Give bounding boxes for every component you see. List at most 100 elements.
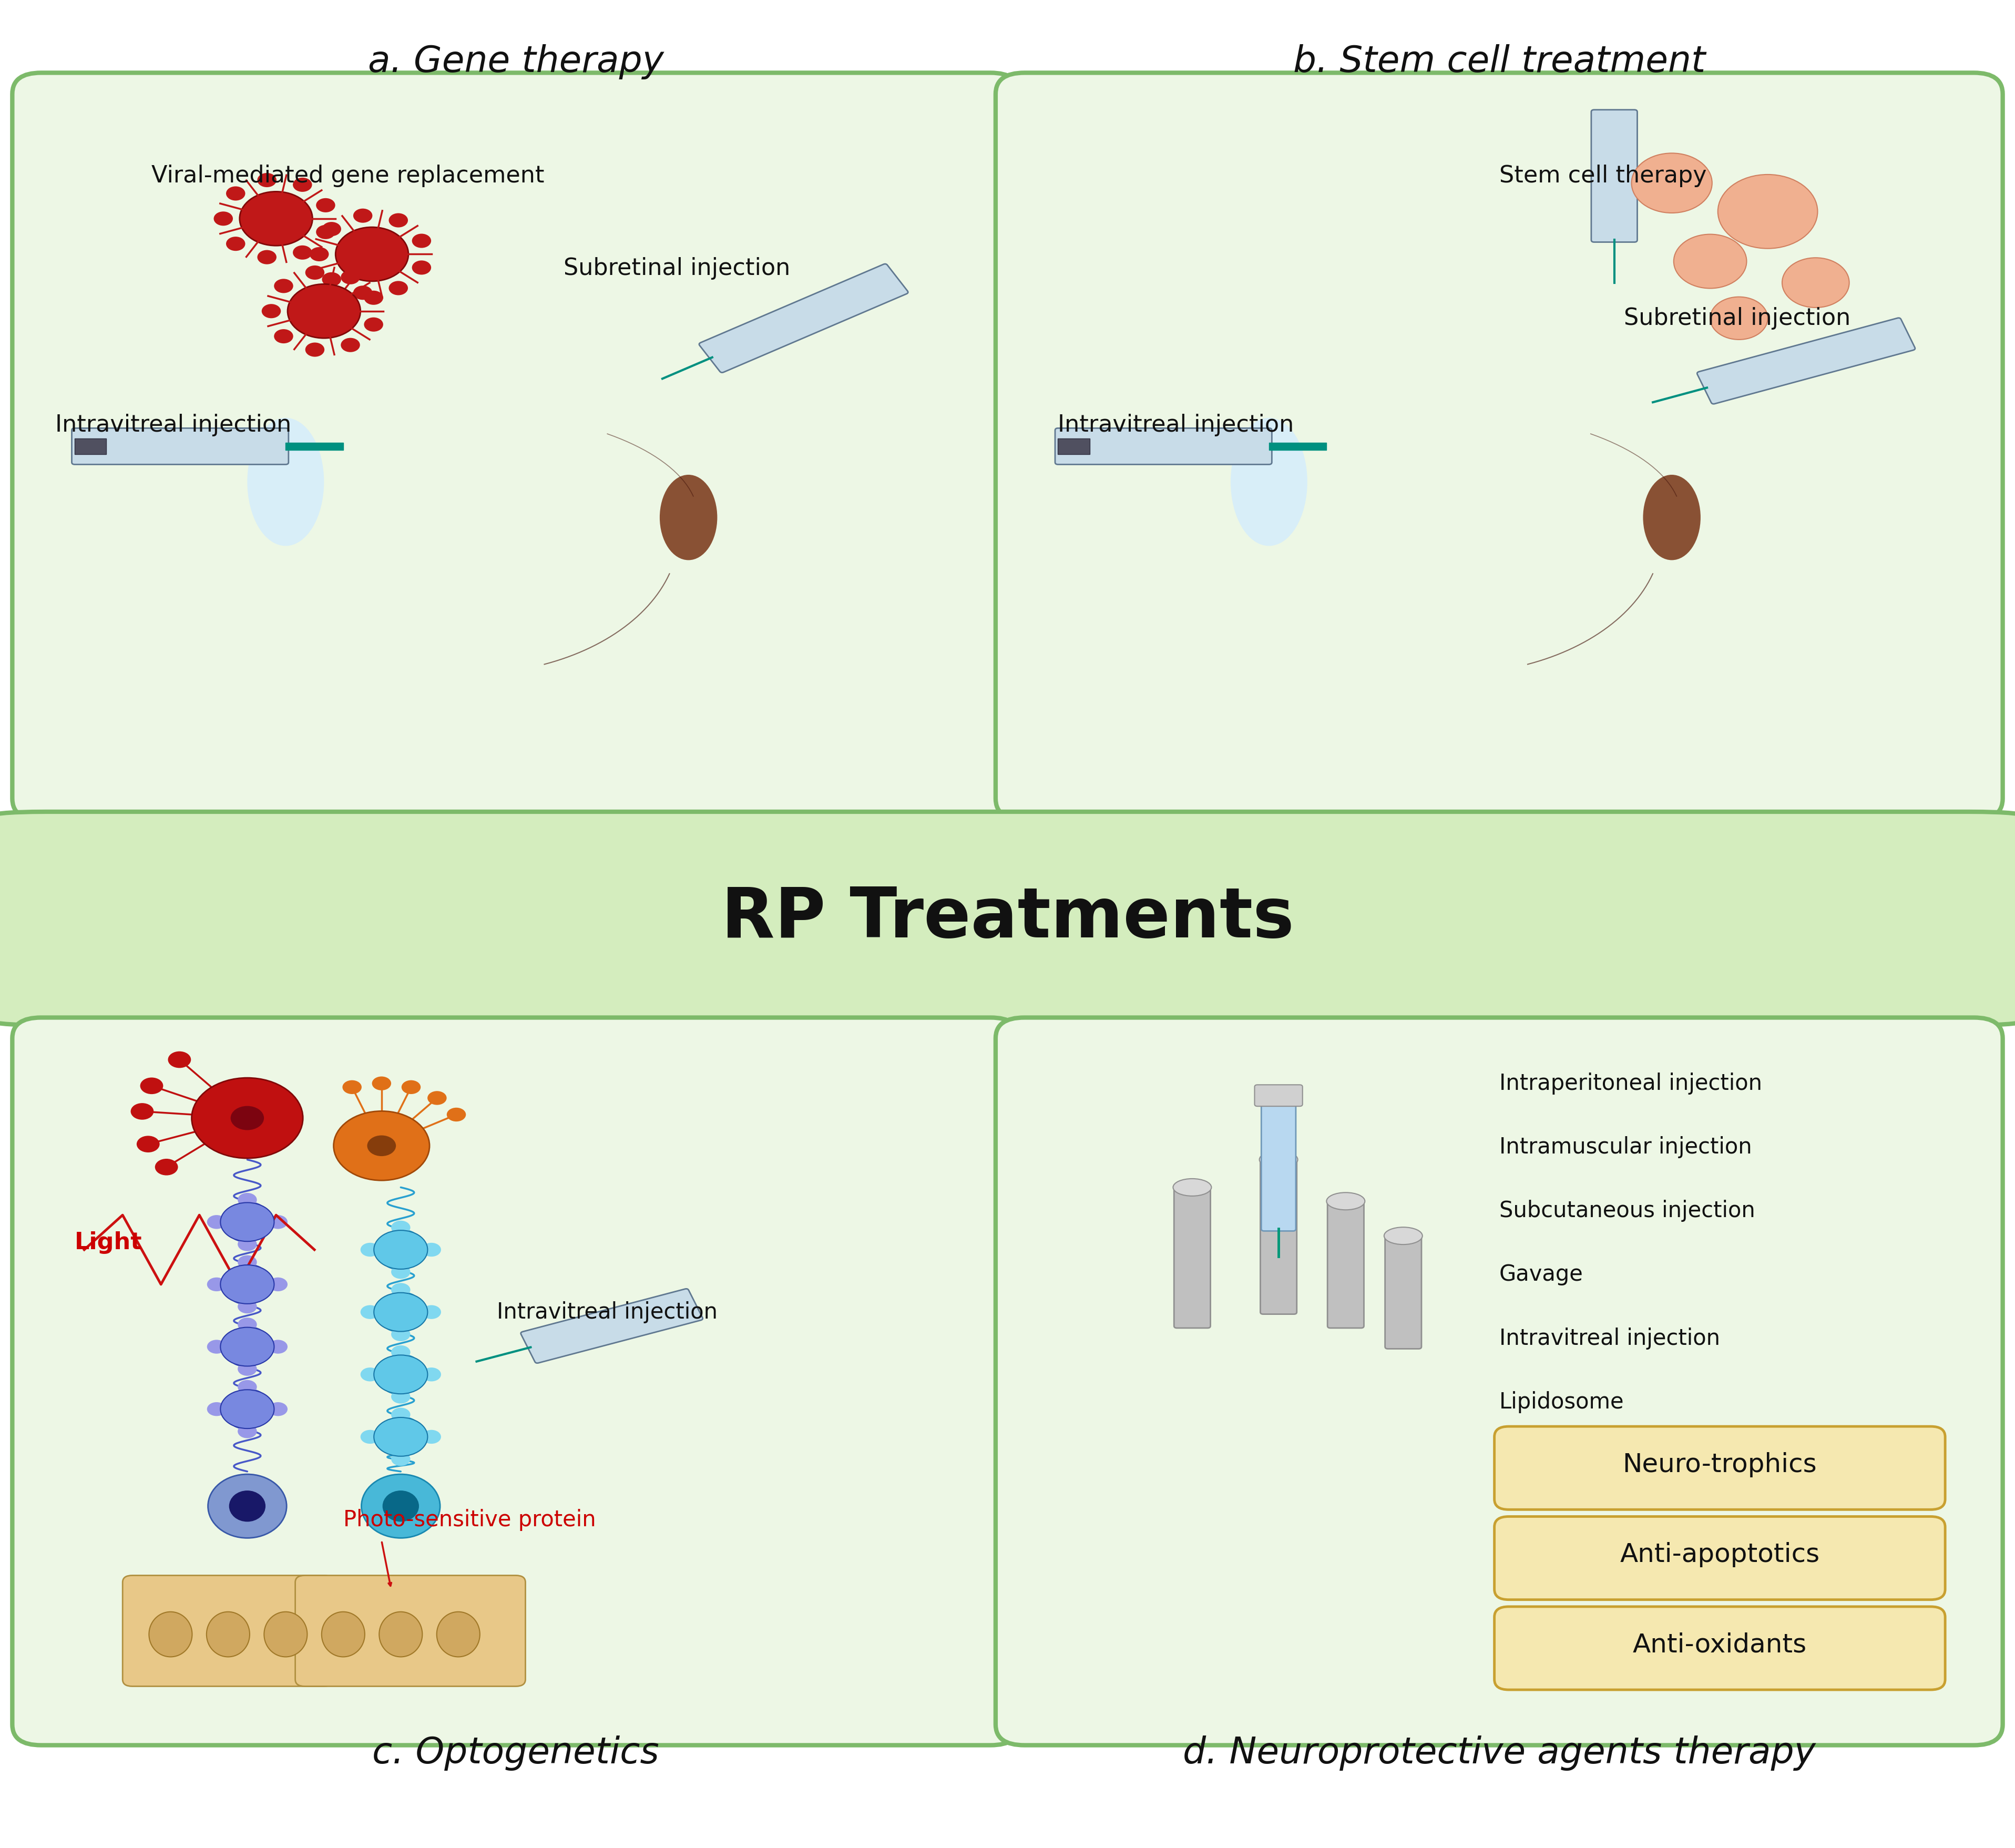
Circle shape xyxy=(226,237,246,251)
Circle shape xyxy=(214,211,234,225)
FancyBboxPatch shape xyxy=(1261,1096,1296,1231)
Circle shape xyxy=(375,1355,427,1393)
Ellipse shape xyxy=(171,283,746,710)
FancyBboxPatch shape xyxy=(1384,1234,1421,1349)
Circle shape xyxy=(268,1277,288,1292)
Circle shape xyxy=(1781,257,1850,307)
Text: Stem cell therapy: Stem cell therapy xyxy=(1499,164,1707,187)
Circle shape xyxy=(389,213,407,227)
FancyBboxPatch shape xyxy=(1592,109,1638,242)
Text: Subcutaneous injection: Subcutaneous injection xyxy=(1499,1199,1755,1222)
Circle shape xyxy=(1082,1308,1110,1329)
Circle shape xyxy=(391,1453,411,1465)
Circle shape xyxy=(226,187,246,201)
Circle shape xyxy=(274,279,294,294)
Circle shape xyxy=(353,286,373,299)
Circle shape xyxy=(1711,298,1767,340)
Bar xyxy=(1058,438,1090,455)
Circle shape xyxy=(274,329,294,344)
Circle shape xyxy=(268,1340,288,1353)
Circle shape xyxy=(220,1203,274,1242)
Ellipse shape xyxy=(379,1611,423,1658)
Bar xyxy=(75,438,107,455)
Circle shape xyxy=(208,1340,226,1353)
FancyBboxPatch shape xyxy=(995,72,2003,821)
Circle shape xyxy=(137,1137,159,1153)
Ellipse shape xyxy=(1173,1179,1211,1196)
Circle shape xyxy=(391,1390,411,1404)
Circle shape xyxy=(447,1107,465,1122)
Circle shape xyxy=(341,270,361,285)
Ellipse shape xyxy=(1068,340,1280,610)
Circle shape xyxy=(1632,153,1713,213)
Circle shape xyxy=(238,1194,256,1207)
Circle shape xyxy=(304,342,324,357)
FancyBboxPatch shape xyxy=(1328,1199,1364,1329)
Ellipse shape xyxy=(1048,1288,1201,1392)
Ellipse shape xyxy=(1231,418,1308,545)
Ellipse shape xyxy=(230,1105,264,1131)
Circle shape xyxy=(361,1368,379,1382)
FancyBboxPatch shape xyxy=(1495,1606,1944,1689)
Bar xyxy=(1269,444,1326,449)
Ellipse shape xyxy=(1145,275,1739,717)
Ellipse shape xyxy=(1326,1192,1364,1210)
Ellipse shape xyxy=(437,1611,480,1658)
Circle shape xyxy=(155,1159,177,1175)
FancyBboxPatch shape xyxy=(1132,1260,1330,1283)
Circle shape xyxy=(411,261,431,275)
FancyBboxPatch shape xyxy=(0,811,2015,1026)
Circle shape xyxy=(391,1408,411,1421)
Text: Intravitreal injection: Intravitreal injection xyxy=(56,414,292,436)
Circle shape xyxy=(401,1081,421,1094)
Ellipse shape xyxy=(228,318,707,675)
Circle shape xyxy=(361,1242,379,1257)
FancyBboxPatch shape xyxy=(1175,1185,1211,1329)
Circle shape xyxy=(316,225,334,238)
Text: Intraperitoneal injection: Intraperitoneal injection xyxy=(1499,1072,1761,1094)
FancyBboxPatch shape xyxy=(1495,1427,1944,1510)
Ellipse shape xyxy=(85,340,296,610)
Circle shape xyxy=(391,1220,411,1234)
Circle shape xyxy=(292,177,312,192)
FancyBboxPatch shape xyxy=(699,264,909,373)
Circle shape xyxy=(391,1345,411,1358)
Circle shape xyxy=(1149,1260,1197,1295)
Text: Intravitreal injection: Intravitreal injection xyxy=(496,1301,717,1323)
Circle shape xyxy=(391,1283,411,1297)
Ellipse shape xyxy=(1249,333,1634,632)
Circle shape xyxy=(208,1216,226,1229)
Ellipse shape xyxy=(334,1111,429,1181)
Ellipse shape xyxy=(208,1475,286,1538)
Text: a. Gene therapy: a. Gene therapy xyxy=(369,44,663,79)
Circle shape xyxy=(373,1076,391,1090)
Text: Lipidosome: Lipidosome xyxy=(1499,1392,1624,1414)
Ellipse shape xyxy=(361,1475,439,1538)
Circle shape xyxy=(375,1294,427,1331)
Circle shape xyxy=(427,1090,447,1105)
FancyBboxPatch shape xyxy=(1697,318,1914,405)
Ellipse shape xyxy=(218,383,353,582)
Circle shape xyxy=(361,1430,379,1443)
Circle shape xyxy=(238,1380,256,1393)
Circle shape xyxy=(322,272,341,286)
FancyBboxPatch shape xyxy=(1255,1085,1302,1107)
Circle shape xyxy=(391,1264,411,1279)
Ellipse shape xyxy=(1642,475,1701,560)
Ellipse shape xyxy=(367,1135,395,1157)
Text: b. Stem cell treatment: b. Stem cell treatment xyxy=(1294,44,1705,79)
FancyBboxPatch shape xyxy=(1495,1517,1944,1600)
Ellipse shape xyxy=(1098,1305,1459,1486)
Circle shape xyxy=(258,174,276,187)
FancyBboxPatch shape xyxy=(1259,1157,1298,1314)
Text: Photo-sensitive protein: Photo-sensitive protein xyxy=(343,1510,596,1530)
Circle shape xyxy=(365,318,383,331)
Text: Light: Light xyxy=(75,1231,143,1255)
Circle shape xyxy=(288,285,361,338)
Circle shape xyxy=(262,303,280,318)
Circle shape xyxy=(389,281,407,296)
Circle shape xyxy=(421,1305,441,1319)
FancyBboxPatch shape xyxy=(12,1018,1020,1745)
Circle shape xyxy=(208,1403,226,1416)
Ellipse shape xyxy=(1384,1227,1423,1244)
